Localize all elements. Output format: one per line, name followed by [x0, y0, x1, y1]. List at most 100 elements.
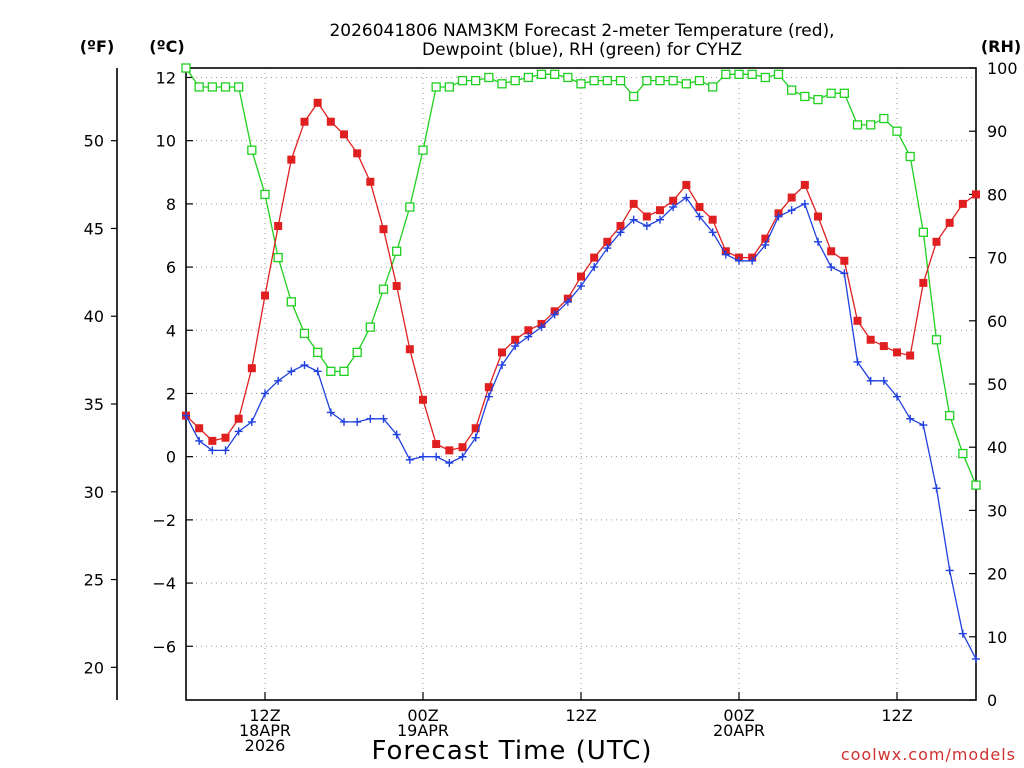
rh-point	[536, 69, 547, 79]
chart-title-line1: 2026041806 NAM3KM Forecast 2-meter Tempe…	[329, 21, 834, 41]
temperature-point	[827, 247, 836, 256]
dewpoint-point	[721, 250, 730, 259]
celsius-tick-label: −2	[152, 511, 176, 530]
fahrenheit-tick-label: 50	[84, 132, 104, 151]
rh-point	[945, 410, 955, 421]
rh-unit-label: (RH)	[981, 37, 1021, 56]
dewpoint-point	[682, 193, 691, 202]
temperature-point	[958, 199, 967, 208]
temperature-point	[919, 278, 928, 287]
temperature-point	[616, 222, 625, 230]
temperature-point	[906, 351, 915, 360]
rh-tick-label: 10	[987, 628, 1007, 647]
series-dewpoint	[182, 193, 980, 663]
rh-point	[813, 94, 823, 105]
fahrenheit-tick-label: 45	[84, 219, 104, 238]
celsius-tick-label: 8	[166, 195, 176, 214]
dewpoint-point	[787, 206, 796, 215]
dewpoint-point	[511, 342, 520, 351]
temperature-point	[300, 117, 309, 126]
temperature-point	[945, 218, 954, 227]
fahrenheit-tick-label: 40	[84, 307, 104, 326]
temperature-point	[814, 212, 822, 221]
temperature-point	[695, 203, 704, 212]
dewpoint-point	[603, 244, 612, 253]
rh-point	[326, 366, 336, 377]
celsius-tick-label: 2	[166, 384, 176, 403]
temperature-point	[642, 212, 651, 221]
temperature-point	[379, 225, 388, 234]
rh-point	[234, 82, 244, 92]
rh-point	[760, 72, 770, 83]
dewpoint-point	[353, 417, 362, 426]
temperature-point	[682, 180, 691, 189]
rh-point	[708, 82, 718, 92]
dewpoint-point	[471, 433, 480, 442]
rh-point	[471, 75, 481, 86]
dewpoint-point	[419, 452, 427, 461]
dewpoint-point	[827, 263, 836, 272]
dewpoint-point	[445, 459, 454, 467]
dewpoint-point	[392, 430, 401, 439]
temperature-point	[669, 196, 678, 205]
temperature-point	[287, 155, 296, 164]
dewpoint-point	[366, 414, 375, 423]
rh-point	[484, 72, 494, 83]
temperature-point	[893, 348, 901, 357]
rh-point	[352, 347, 362, 358]
dewpoint-point	[405, 455, 414, 464]
temperature-point	[313, 98, 322, 107]
rh-point	[787, 85, 797, 95]
rh-point	[892, 126, 902, 136]
rh-point	[668, 75, 678, 86]
temperature-point	[326, 117, 335, 126]
rh-point	[286, 297, 296, 307]
celsius-tick-label: −4	[152, 574, 176, 593]
rh-point	[747, 69, 757, 79]
fahrenheit-tick-label: 25	[84, 571, 104, 590]
rh-point	[365, 322, 375, 332]
dewpoint-point	[893, 392, 901, 401]
rh-point	[734, 69, 744, 79]
rh-point	[839, 88, 849, 98]
series-temperature	[182, 98, 980, 455]
x-tick-label: 00Z	[723, 706, 754, 725]
temperature-point	[366, 177, 375, 186]
x-tick-label: 19APR	[397, 721, 449, 740]
credit-text: coolwx.com/models	[841, 745, 1016, 764]
dewpoint-point	[814, 237, 822, 246]
rh-tick-label: 70	[987, 249, 1007, 268]
celsius-unit-label: (ºC)	[149, 37, 184, 56]
rh-point	[550, 69, 560, 79]
dewpoint-point	[458, 452, 467, 461]
rh-tick-label: 20	[987, 565, 1007, 584]
x-tick-label: 00Z	[407, 706, 438, 725]
rh-point	[444, 82, 454, 92]
temperature-point	[419, 395, 427, 404]
temperature-point	[879, 342, 888, 351]
temperature-point	[234, 414, 243, 423]
temperature-point	[972, 190, 980, 199]
temperature-point	[840, 256, 849, 265]
dewpoint-point	[958, 629, 967, 638]
temperature-point	[577, 272, 585, 281]
temperature-point	[274, 222, 283, 230]
celsius-tick-label: 0	[166, 448, 176, 467]
rh-point	[181, 63, 191, 73]
temperature-point	[853, 316, 862, 325]
rh-tick-labels: 0 10 20 30 40 50 60 70 80 90 100	[969, 59, 1018, 710]
rh-tick-label: 90	[987, 122, 1007, 141]
dewpoint-point	[208, 446, 217, 455]
temperature-point	[932, 237, 941, 246]
dewpoint-point	[221, 446, 230, 455]
dewpoint-point	[945, 566, 954, 575]
fahrenheit-tick-label: 20	[84, 658, 104, 677]
temperature-point	[656, 206, 664, 215]
rh-point	[958, 448, 968, 459]
dewpoint-point	[840, 269, 849, 278]
celsius-tick-label: 10	[156, 132, 176, 151]
rh-point	[615, 75, 626, 86]
temperature-point	[524, 326, 533, 335]
dewpoint-point	[432, 452, 441, 461]
